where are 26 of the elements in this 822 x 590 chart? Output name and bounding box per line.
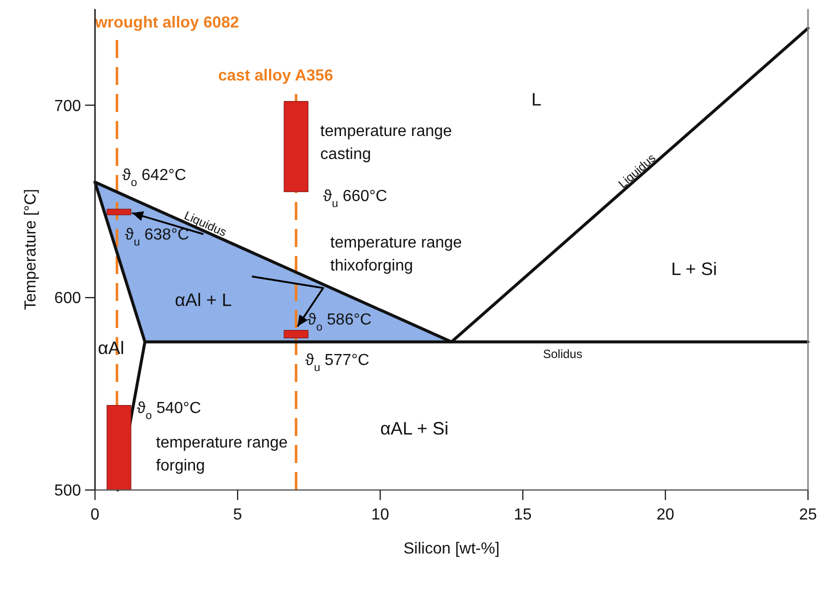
annotation: temperature range forging bbox=[156, 434, 288, 474]
ref-line-label: wrought alloy 6082 bbox=[94, 14, 240, 32]
annotation: L bbox=[531, 90, 542, 110]
y-tick-label: 600 bbox=[54, 290, 82, 308]
x-tick-label: 10 bbox=[371, 506, 390, 524]
annotation: ϑ$_{o}$ 586°C bbox=[307, 311, 372, 334]
series-label: Solidus bbox=[542, 347, 582, 362]
y-tick-label: 700 bbox=[54, 98, 82, 115]
annotation: ϑ$_{o}$ 642°C bbox=[122, 167, 186, 190]
x-tick-label: 15 bbox=[514, 506, 532, 524]
x-tick-label: 25 bbox=[799, 506, 817, 524]
y-axis-title: Temperature [°C] bbox=[22, 188, 40, 310]
annotation: temperature range casting bbox=[320, 122, 452, 163]
annotation: temperature range thixoforging bbox=[330, 234, 462, 274]
ref-line-label: cast alloy A356 bbox=[218, 68, 334, 85]
annotation: αAL + Si bbox=[380, 418, 448, 439]
y-tick-label: 500 bbox=[54, 482, 82, 500]
x-tick-label: 5 bbox=[233, 506, 242, 524]
annotation: ϑ$_{u}$ 660°C bbox=[323, 188, 388, 210]
x-axis-title: Silicon [wt-%] bbox=[403, 540, 500, 558]
x-tick-label: 0 bbox=[90, 506, 100, 524]
annotation: ϑ$_{o}$ 540°C bbox=[136, 400, 202, 422]
x-tick-label: 20 bbox=[656, 506, 674, 524]
annotation: L + Si bbox=[671, 259, 717, 280]
annotation: ϑ$_{u}$ 577°C bbox=[305, 352, 370, 374]
annotation: αAl + L bbox=[174, 290, 232, 310]
